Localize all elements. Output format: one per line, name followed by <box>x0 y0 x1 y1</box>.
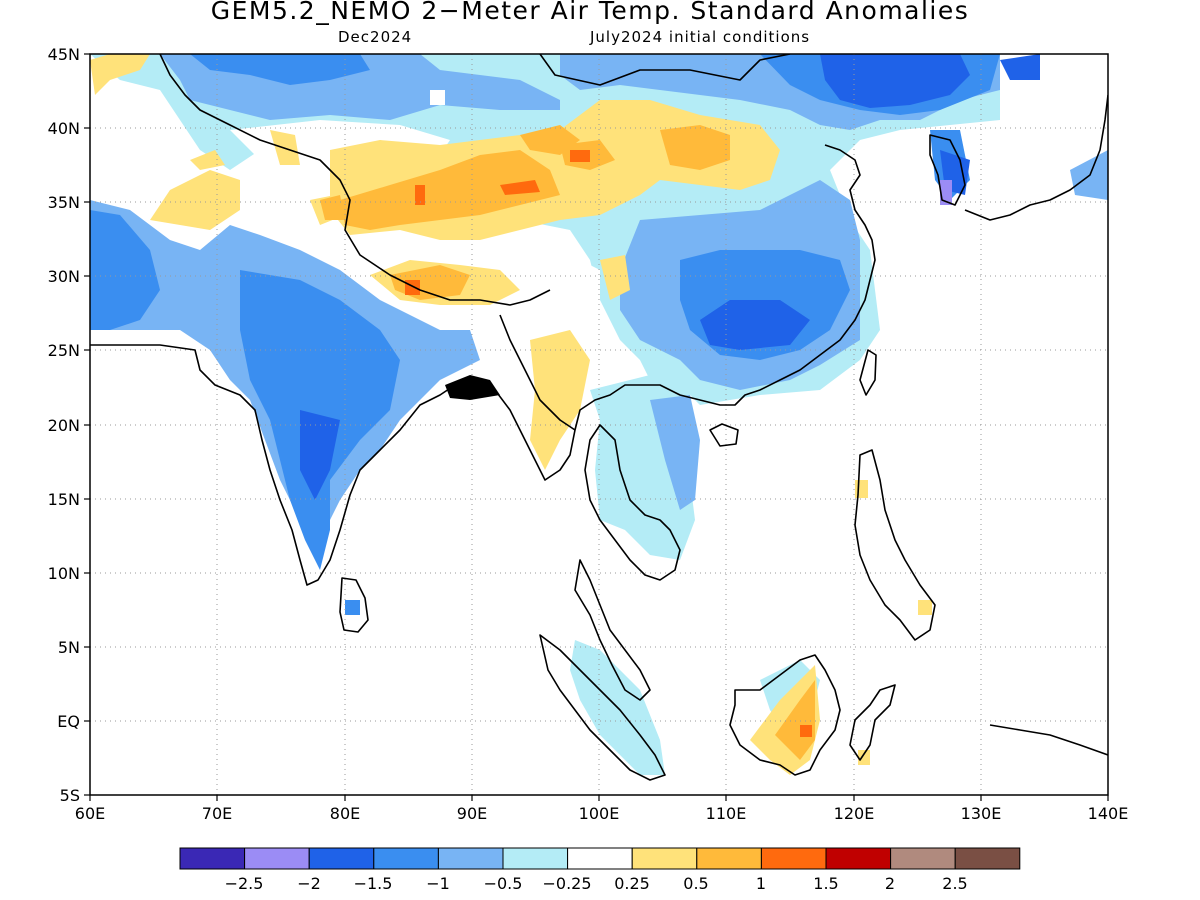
lat-label: 45N <box>48 45 80 64</box>
anomaly-red-orange-spots <box>405 150 812 737</box>
init-conditions-label: July2024 initial conditions <box>590 28 811 46</box>
hainan <box>709 423 739 447</box>
lat-label: 30N <box>48 267 80 286</box>
ganges-delta <box>445 375 500 400</box>
lon-label: 140E <box>1088 804 1129 823</box>
colorbar-label: 0.5 <box>683 874 708 893</box>
lat-label: EQ <box>57 712 80 731</box>
colorbar-swatch <box>890 847 956 870</box>
new-guinea <box>989 724 1108 756</box>
anomaly-fill-layer <box>90 54 1108 795</box>
lon-label: 60E <box>75 804 105 823</box>
longitude-labels: 60E 70E 80E 90E 100E 110E 120E 130E 140E <box>75 804 1129 823</box>
colorbar-label: 0.25 <box>614 874 650 893</box>
map-title: GEM5.2_NEMO 2−Meter Air Temp. Standard A… <box>210 0 970 25</box>
myanmar-border <box>499 314 576 431</box>
bay-east-coast <box>494 144 876 481</box>
colorbar-swatch <box>244 847 310 870</box>
valid-month-label: Dec2024 <box>338 28 413 46</box>
colorbar-swatch <box>567 847 633 870</box>
lat-label: 5N <box>58 638 80 657</box>
central-asia-borders <box>159 54 551 306</box>
colorbar-label: 1 <box>756 874 766 893</box>
colorbar-label: −0.5 <box>484 874 523 893</box>
lat-label: 10N <box>48 564 80 583</box>
lat-label: 5S <box>60 786 80 805</box>
sumatra <box>539 634 666 781</box>
lon-label: 110E <box>706 804 747 823</box>
colorbar-label: −1.5 <box>354 874 393 893</box>
colorbar-label: 1.5 <box>813 874 838 893</box>
colorbar-swatches <box>179 847 1021 870</box>
colorbar-swatch <box>179 847 246 870</box>
colorbar-label: −2 <box>297 874 321 893</box>
lat-label: 15N <box>48 490 80 509</box>
graticule <box>90 54 1108 795</box>
indochina <box>584 424 681 581</box>
philippines <box>854 449 936 641</box>
colorbar-label: −1 <box>426 874 450 893</box>
colorbar-labels: −2.5 −2 −1.5 −1 −0.5 −0.25 0.25 0.5 1 1.… <box>225 874 968 893</box>
japan <box>964 94 1108 221</box>
lat-label: 40N <box>48 119 80 138</box>
latitude-labels: 5S EQ 5N 10N 15N 20N 25N 30N 35N 40N 45N <box>48 45 80 805</box>
lon-label: 100E <box>579 804 620 823</box>
colorbar-swatch <box>631 847 698 870</box>
malay-peninsula <box>574 559 651 701</box>
taiwan <box>859 349 877 396</box>
colorbar-label: −0.25 <box>542 874 591 893</box>
colorbar-swatch <box>825 847 892 870</box>
lon-label: 90E <box>457 804 487 823</box>
colorbar-label: 2 <box>885 874 895 893</box>
colorbar-swatch <box>437 847 504 870</box>
colorbar-swatch <box>696 847 762 870</box>
lat-label: 35N <box>48 193 80 212</box>
china-russia-border <box>539 54 791 86</box>
borneo <box>729 654 841 776</box>
colorbar-swatch <box>502 847 569 870</box>
india-coast <box>90 344 496 586</box>
axis-ticks <box>84 53 1109 801</box>
lon-label: 120E <box>834 804 875 823</box>
colorbar-swatch <box>760 847 827 870</box>
colorbar-swatch <box>308 847 375 870</box>
lon-label: 70E <box>202 804 232 823</box>
sulawesi <box>849 684 896 761</box>
coastlines <box>90 54 1108 781</box>
anomaly-purple-spot <box>940 180 952 205</box>
lon-label: 80E <box>330 804 360 823</box>
colorbar-label: 2.5 <box>942 874 967 893</box>
colorbar-swatch <box>373 847 439 870</box>
lat-label: 20N <box>48 416 80 435</box>
colorbar-swatch <box>954 847 1021 870</box>
colorbar-label: −2.5 <box>225 874 264 893</box>
sri-lanka <box>339 577 369 633</box>
korea <box>929 134 966 206</box>
colorbar: −2.5 −2 −1.5 −1 −0.5 −0.25 0.25 0.5 1 1.… <box>179 847 1021 893</box>
lon-label: 130E <box>961 804 1002 823</box>
lat-label: 25N <box>48 341 80 360</box>
